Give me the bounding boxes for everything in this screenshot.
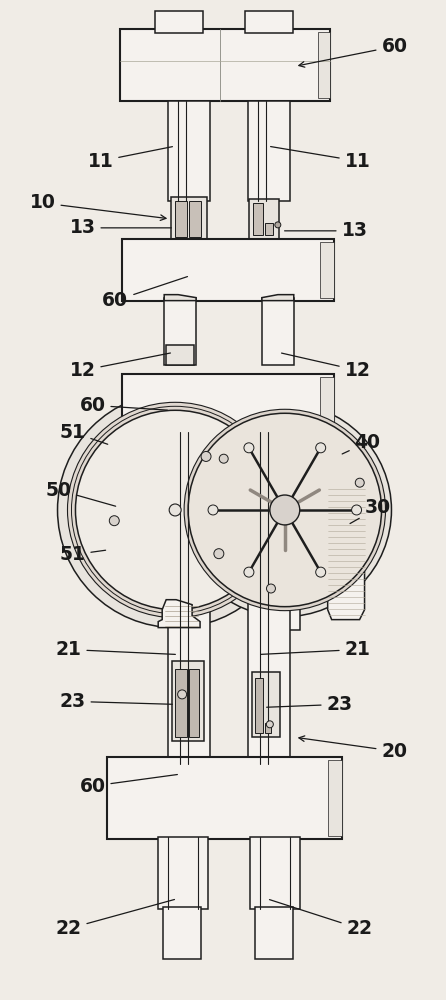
Polygon shape <box>262 295 294 301</box>
Bar <box>320 377 334 429</box>
Polygon shape <box>164 295 196 301</box>
Text: 13: 13 <box>70 218 171 237</box>
Text: 51: 51 <box>59 423 108 444</box>
Bar <box>163 907 201 959</box>
Bar <box>255 678 263 733</box>
Text: 21: 21 <box>260 640 371 659</box>
Text: 23: 23 <box>59 692 172 711</box>
Text: 13: 13 <box>285 221 368 240</box>
Circle shape <box>266 721 273 728</box>
Circle shape <box>219 454 228 463</box>
Text: 40: 40 <box>342 433 380 454</box>
Circle shape <box>316 443 326 453</box>
Text: 11: 11 <box>87 147 173 171</box>
Circle shape <box>58 392 293 628</box>
Text: 10: 10 <box>29 193 166 220</box>
Circle shape <box>169 504 181 516</box>
Bar <box>189 201 201 237</box>
Bar <box>168 587 210 764</box>
Bar <box>155 11 203 33</box>
Bar <box>166 345 194 365</box>
Bar <box>175 669 187 737</box>
Circle shape <box>275 222 281 228</box>
Bar <box>107 757 342 839</box>
Circle shape <box>178 403 392 617</box>
Circle shape <box>208 505 218 515</box>
Bar <box>175 201 187 237</box>
Circle shape <box>244 567 254 577</box>
Text: 12: 12 <box>70 353 170 380</box>
Circle shape <box>178 690 186 699</box>
Text: 11: 11 <box>271 147 371 171</box>
Text: 60: 60 <box>79 396 167 415</box>
Bar <box>248 101 290 201</box>
Polygon shape <box>125 382 152 420</box>
Circle shape <box>355 478 364 487</box>
Bar <box>320 242 334 298</box>
Circle shape <box>270 495 300 525</box>
Bar <box>168 101 210 201</box>
Circle shape <box>351 505 362 515</box>
Bar <box>252 672 280 737</box>
Bar <box>262 298 294 365</box>
Polygon shape <box>158 600 200 628</box>
Text: 51: 51 <box>59 545 106 564</box>
Bar <box>122 239 334 301</box>
Bar <box>189 669 199 737</box>
Circle shape <box>184 409 385 611</box>
Text: 21: 21 <box>56 640 175 659</box>
Circle shape <box>214 549 224 559</box>
Text: 12: 12 <box>281 353 371 380</box>
Circle shape <box>316 567 326 577</box>
Circle shape <box>244 443 254 453</box>
Bar <box>248 587 290 764</box>
Bar <box>164 298 196 365</box>
Bar <box>250 837 300 909</box>
Text: 20: 20 <box>299 736 408 761</box>
Circle shape <box>109 516 119 526</box>
Text: 23: 23 <box>267 695 353 714</box>
Bar <box>318 32 330 98</box>
Bar <box>253 203 263 235</box>
Text: 60: 60 <box>102 277 187 310</box>
Circle shape <box>188 413 381 607</box>
Circle shape <box>75 410 275 610</box>
Circle shape <box>266 584 276 593</box>
Bar <box>172 661 204 741</box>
Text: 60: 60 <box>79 775 178 796</box>
Circle shape <box>201 451 211 461</box>
Polygon shape <box>328 482 364 620</box>
Text: 22: 22 <box>55 899 174 938</box>
Bar <box>120 29 330 101</box>
Bar <box>328 760 342 836</box>
Bar <box>249 199 279 239</box>
Bar <box>171 197 207 241</box>
Text: 50: 50 <box>45 481 116 506</box>
Text: 30: 30 <box>350 498 391 524</box>
Bar <box>265 223 273 235</box>
Text: 60: 60 <box>299 37 408 67</box>
Bar <box>255 907 293 959</box>
Text: 22: 22 <box>269 900 372 938</box>
Circle shape <box>67 402 283 618</box>
Bar <box>272 560 300 630</box>
Bar <box>245 11 293 33</box>
Bar <box>158 837 208 909</box>
Bar <box>122 374 334 432</box>
Bar <box>265 723 271 733</box>
